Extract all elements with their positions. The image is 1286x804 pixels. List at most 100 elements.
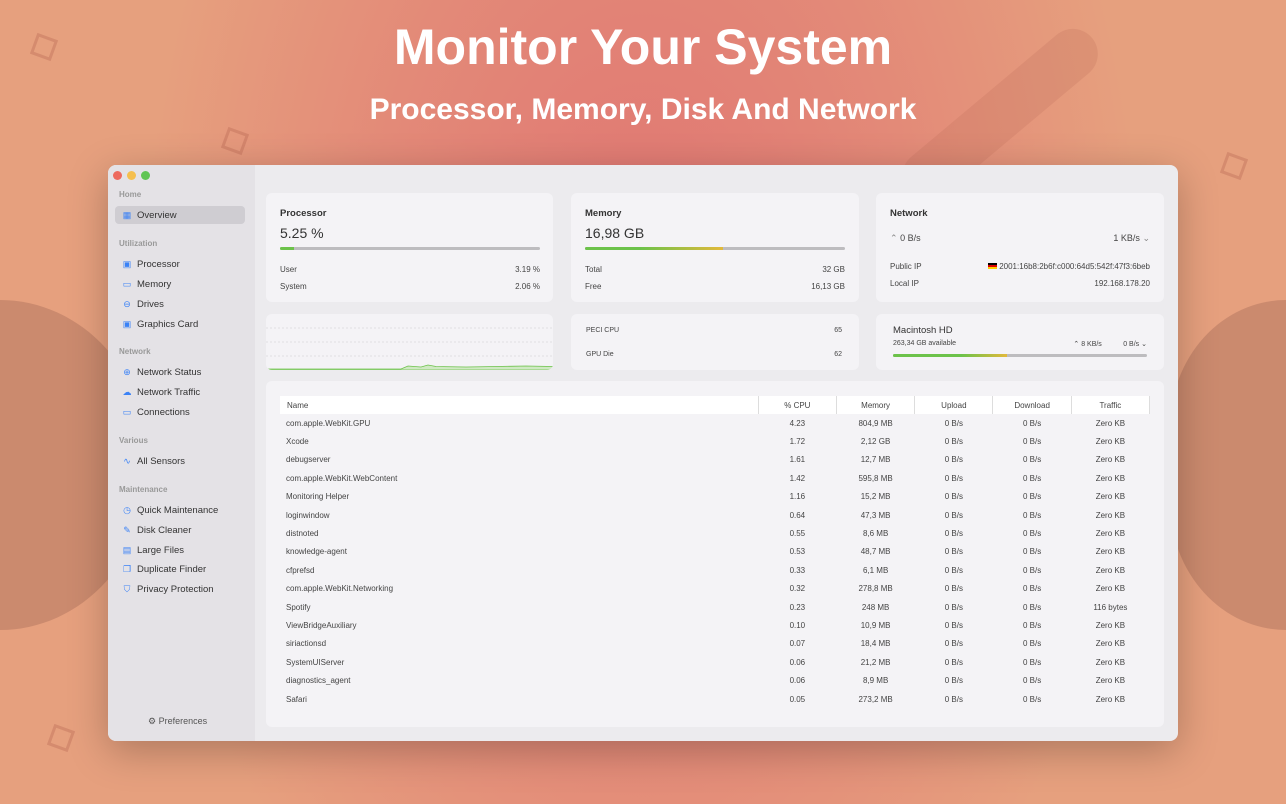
preferences-button[interactable]: ⚙ Preferences: [148, 716, 207, 727]
column-header-download[interactable]: Download: [992, 396, 1072, 414]
table-cell: 0 B/s: [1022, 676, 1042, 686]
table-cell: 21,2 MB: [860, 657, 891, 667]
public-ip-value: 2001:16b8:2b6f:c000:64d5:542f:47f3:6beb: [999, 262, 1150, 271]
table-row[interactable]: loginwindow 0.64 47,3 MB 0 B/s 0 B/s Zero KB: [280, 506, 1150, 524]
sensor-row: PECI CPU 65: [586, 327, 842, 334]
zoom-button[interactable]: [141, 171, 150, 180]
table-cell: Zero KB: [1095, 639, 1126, 649]
table-cell: 0 B/s: [944, 547, 963, 557]
sidebar-item-graphics-card[interactable]: ▣ Graphics Card: [115, 315, 245, 333]
sidebar-item-label: All Sensors: [137, 455, 186, 467]
hero-title: Monitor Your System: [393, 19, 893, 75]
column-header-memory[interactable]: Memory: [836, 396, 916, 414]
table-cell: 0.53: [789, 547, 806, 557]
upload-icon: ⌃: [890, 233, 898, 243]
processor-card[interactable]: Processor 5.25 % User 3.19 % System 2.06 %: [266, 193, 553, 302]
table-cell: siriactionsd: [286, 639, 327, 649]
table-cell: 0 B/s: [944, 602, 963, 612]
table-row[interactable]: Safari 0.05 273,2 MB 0 B/s 0 B/s Zero KB: [280, 690, 1150, 708]
sensor-row: GPU Die 62: [586, 351, 842, 358]
disk-read: 8 KB/s: [1081, 341, 1102, 348]
sidebar-item-duplicate-finder[interactable]: ❐ Duplicate Finder: [115, 560, 245, 578]
table-cell: Zero KB: [1095, 657, 1126, 667]
table-row[interactable]: Spotify 0.23 248 MB 0 B/s 0 B/s 116 bytes: [280, 598, 1150, 616]
column-header-cpu[interactable]: % CPU: [758, 396, 837, 414]
table-cell: 0.32: [789, 584, 806, 594]
sensor-name: GPU Die: [586, 351, 614, 358]
table-row[interactable]: SystemUIServer 0.06 21,2 MB 0 B/s 0 B/s Zero …: [280, 653, 1150, 671]
table-cell: 0 B/s: [1022, 510, 1042, 520]
table-cell: Zero KB: [1095, 437, 1126, 447]
free-label: Free: [585, 282, 602, 291]
sidebar-item-processor[interactable]: ▣ Processor: [115, 255, 245, 273]
table-cell: Zero KB: [1095, 676, 1126, 686]
table-cell: 0.10: [789, 620, 806, 630]
pulse-icon: ∿: [123, 455, 131, 466]
table-cell: 12,7 MB: [860, 455, 891, 465]
sidebar-section-header: Home: [119, 190, 142, 199]
network-card[interactable]: Network ⌃ 0 B/s 1 KB/s ⌄ Public IP 2001:1…: [876, 193, 1164, 302]
sidebar-item-connections[interactable]: ▭ Connections: [115, 403, 245, 421]
table-cell: 116 bytes: [1093, 602, 1128, 612]
table-cell: 0 B/s: [944, 455, 963, 465]
table-cell: 48,7 MB: [860, 547, 891, 557]
table-cell: com.apple.WebKit.GPU: [286, 418, 371, 428]
table-cell: 595,8 MB: [858, 473, 893, 483]
table-cell: Zero KB: [1095, 492, 1126, 502]
table-row[interactable]: Monitoring Helper 1.16 15,2 MB 0 B/s 0 B/s Ze…: [280, 488, 1150, 506]
sidebar-item-privacy-protection[interactable]: ⛉ Privacy Protection: [115, 580, 245, 598]
table-cell: knowledge-agent: [286, 547, 347, 557]
network-title: Network: [890, 208, 928, 219]
table-row[interactable]: ViewBridgeAuxiliary 0.10 10,9 MB 0 B/s 0 B/s…: [280, 616, 1150, 634]
table-row[interactable]: cfprefsd 0.33 6,1 MB 0 B/s 0 B/s Zero KB: [280, 561, 1150, 579]
total-label: Total: [585, 265, 602, 274]
memory-card[interactable]: Memory 16,98 GB Total 32 GB Free 16,13 GB: [571, 193, 859, 302]
table-row[interactable]: diagnostics_agent 0.06 8,9 MB 0 B/s 0 B/s Zer…: [280, 671, 1150, 689]
table-row[interactable]: debugserver 1.61 12,7 MB 0 B/s 0 B/s Zero KB: [280, 451, 1150, 469]
sidebar-item-disk-cleaner[interactable]: ✎ Disk Cleaner: [115, 521, 245, 539]
sidebar-item-drives[interactable]: ⊖ Drives: [115, 295, 245, 313]
sensors-card[interactable]: PECI CPU 65 GPU Die 62: [571, 314, 859, 370]
sidebar-item-all-sensors[interactable]: ∿ All Sensors: [115, 452, 245, 470]
table-cell: 0.06: [789, 657, 806, 667]
hero-subtitle: Processor, Memory, Disk And Network: [369, 93, 917, 126]
table-cell: 0.64: [789, 510, 806, 520]
write-icon: ⌄: [1141, 341, 1147, 348]
table-row[interactable]: com.apple.WebKit.Networking 0.32 278,8 MB 0…: [280, 580, 1150, 598]
table-cell: 0 B/s: [944, 418, 963, 428]
sidebar-item-label: Duplicate Finder: [137, 563, 207, 575]
sidebar-item-network-traffic[interactable]: ☁ Network Traffic: [115, 383, 245, 401]
table-cell: 47,3 MB: [860, 510, 891, 520]
disk-card[interactable]: Macintosh HD 263,34 GB available ⌃ 8 KB/s…: [876, 314, 1164, 370]
column-header-upload[interactable]: Upload: [914, 396, 994, 414]
table-cell: 0 B/s: [944, 694, 963, 704]
table-cell: Zero KB: [1095, 547, 1126, 557]
sidebar-item-network-status[interactable]: ⊕ Network Status: [115, 363, 245, 381]
broom-icon: ✎: [123, 524, 131, 535]
sidebar-item-large-files[interactable]: ▤ Large Files: [115, 541, 245, 559]
table-row[interactable]: Xcode 1.72 2,12 GB 0 B/s 0 B/s Zero KB: [280, 432, 1150, 450]
table-cell: 804,9 MB: [858, 418, 893, 428]
table-row[interactable]: distnoted 0.55 8,6 MB 0 B/s 0 B/s Zero KB: [280, 524, 1150, 542]
table-row[interactable]: knowledge-agent 0.53 48,7 MB 0 B/s 0 B/s Zero…: [280, 543, 1150, 561]
table-cell: Xcode: [286, 437, 309, 447]
table-cell: com.apple.WebKit.WebContent: [286, 473, 398, 483]
copy-icon: ❐: [122, 563, 132, 574]
sidebar-item-quick-maintenance[interactable]: ◷ Quick Maintenance: [115, 501, 245, 519]
processor-value: 5.25 %: [280, 225, 324, 241]
table-row[interactable]: siriactionsd 0.07 18,4 MB 0 B/s 0 B/s Zero KB: [280, 635, 1150, 653]
sidebar-item-overview[interactable]: ▦ Overview: [115, 206, 245, 224]
sensor-name: PECI CPU: [586, 327, 620, 334]
minimize-button[interactable]: [127, 171, 136, 180]
table-cell: 0 B/s: [1022, 620, 1042, 630]
column-header-name[interactable]: Name: [280, 396, 759, 414]
table-cell: diagnostics_agent: [286, 676, 351, 686]
sidebar-item-memory[interactable]: ▭ Memory: [115, 275, 245, 293]
column-header-traffic[interactable]: Traffic: [1071, 396, 1151, 414]
table-row[interactable]: com.apple.WebKit.GPU 4.23 804,9 MB 0 B/s 0 B…: [280, 414, 1150, 432]
table-row[interactable]: com.apple.WebKit.WebContent 1.42 595,8 MB 0…: [280, 469, 1150, 487]
close-button[interactable]: [113, 171, 122, 180]
sidebar-section-header: Various: [119, 436, 148, 445]
cpu-icon: ▣: [122, 258, 132, 269]
table-cell: 0 B/s: [944, 657, 963, 667]
